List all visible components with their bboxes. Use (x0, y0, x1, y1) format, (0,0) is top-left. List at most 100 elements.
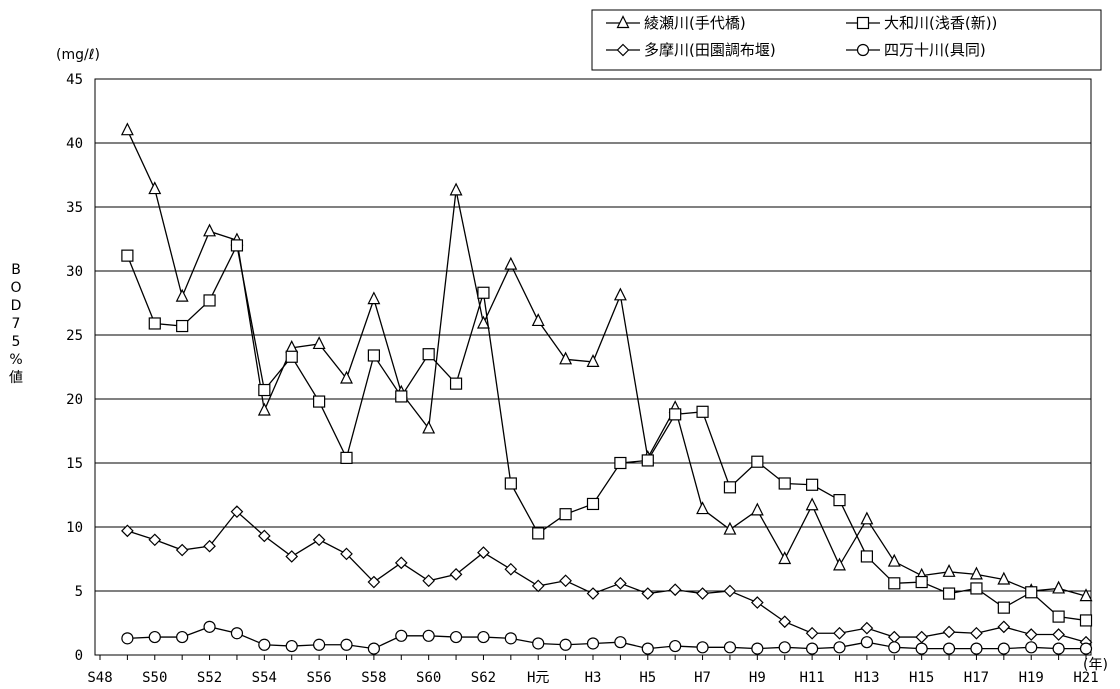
data-point-diamond (394, 556, 408, 570)
x-tick-label: S52 (197, 670, 222, 686)
x-tick-label: S54 (252, 670, 277, 686)
data-point-square (696, 405, 709, 418)
data-point-circle (669, 639, 682, 653)
data-point-triangle (586, 354, 600, 367)
y-tick-label: 10 (66, 520, 83, 536)
x-tick-label: H元 (527, 670, 549, 686)
data-point-circle (203, 620, 216, 633)
data-point-circle (778, 641, 791, 654)
series-diamond (121, 505, 1093, 649)
y-axis-unit: (mg/ℓ) (56, 47, 100, 63)
series-circle (121, 620, 1093, 655)
data-point-diamond (614, 576, 627, 590)
data-point-diamond (586, 587, 600, 600)
series-square (121, 239, 1093, 627)
data-point-square (340, 451, 353, 464)
data-point-diamond (970, 626, 983, 640)
data-point-triangle (1079, 588, 1093, 602)
data-point-triangle (203, 223, 217, 237)
data-point-triangle (148, 181, 162, 195)
y-tick-label: 30 (66, 264, 83, 280)
data-point-diamond (915, 630, 929, 644)
data-point-triangle (613, 287, 627, 301)
data-point-diamond (723, 584, 737, 598)
data-point-triangle (887, 553, 901, 567)
data-point-diamond (422, 574, 436, 588)
data-point-diamond (750, 596, 764, 609)
data-point-circle (888, 641, 901, 654)
data-point-diamond (1052, 628, 1065, 641)
y-axis-ticks: 0 5 10 15 20 25 30 35 40 45 (66, 72, 83, 664)
data-point-triangle (723, 521, 737, 535)
data-point-square (504, 477, 517, 490)
series-line-square (126, 243, 1087, 622)
data-point-circle (586, 637, 600, 650)
data-point-square (367, 349, 380, 362)
data-point-circle (477, 630, 490, 644)
data-point-triangle (696, 501, 710, 515)
data-point-circle (504, 632, 517, 645)
data-point-circle (614, 636, 627, 649)
data-point-square (176, 319, 189, 333)
y-tick-label: 25 (66, 328, 83, 344)
data-point-triangle (942, 563, 956, 577)
legend-label: 多摩川(田園調布堰) (644, 41, 776, 59)
data-point-triangle (120, 122, 134, 136)
data-point-triangle (860, 511, 874, 525)
x-tick-label: H9 (749, 670, 766, 686)
data-point-triangle (969, 566, 983, 580)
y-tick-label: 35 (66, 200, 83, 216)
data-point-diamond (175, 543, 189, 557)
y-tick-label: 45 (66, 72, 83, 88)
data-point-circle (285, 639, 298, 653)
x-tick-label: H15 (909, 670, 934, 686)
data-point-square (230, 239, 244, 252)
data-point-diamond (997, 620, 1011, 634)
data-point-circle (532, 637, 545, 650)
plot-area-frame (94, 78, 1092, 656)
legend: 綾瀬川(手代橋) 大和川(浅香(新)) 多摩川(田園調布堰) 四万十川(具同) (591, 9, 1102, 71)
legend-entry: 四万十川(具同) (846, 41, 986, 59)
data-point-circle (970, 642, 983, 655)
data-point-diamond (312, 533, 326, 547)
data-point-square (395, 390, 408, 403)
data-point-square (641, 454, 654, 467)
data-point-circle (121, 632, 134, 645)
data-point-square (833, 494, 846, 507)
data-point-square (1079, 614, 1093, 627)
data-point-circle (1079, 642, 1093, 655)
data-point-circle (997, 642, 1010, 655)
x-tick-label: S58 (361, 670, 386, 686)
data-point-diamond (641, 587, 655, 600)
data-point-circle (395, 629, 408, 642)
legend-entry: 多摩川(田園調布堰) (606, 41, 776, 59)
data-point-diamond (942, 625, 956, 639)
data-point-square (532, 527, 545, 540)
y-axis-label: B O D 7 5 %値 (9, 262, 23, 386)
series-group (120, 122, 1093, 655)
data-point-triangle (833, 557, 846, 571)
series-line-diamond (127, 510, 1087, 643)
data-point-circle (340, 638, 353, 651)
data-point-circle (559, 638, 572, 651)
legend-label: 大和川(浅香(新)) (884, 14, 997, 32)
data-point-diamond (449, 568, 463, 581)
x-tick-label: H17 (964, 670, 989, 686)
series-triangle (120, 122, 1093, 602)
data-point-triangle (340, 370, 353, 384)
data-point-triangle (257, 402, 271, 416)
data-point-circle (833, 641, 846, 654)
data-point-diamond (668, 583, 682, 597)
legend-label: 綾瀬川(手代橋) (644, 14, 746, 32)
data-point-triangle (805, 497, 819, 511)
data-point-circle (806, 642, 819, 655)
data-point-circle (148, 630, 161, 644)
data-point-diamond (805, 626, 819, 640)
data-point-triangle (504, 256, 518, 270)
data-point-square (751, 455, 764, 468)
y-tick-label: 5 (75, 584, 83, 600)
x-tick-label: H3 (585, 670, 602, 686)
x-tick-label: S60 (416, 670, 441, 686)
data-point-triangle (531, 313, 545, 327)
data-point-circle (367, 642, 380, 655)
